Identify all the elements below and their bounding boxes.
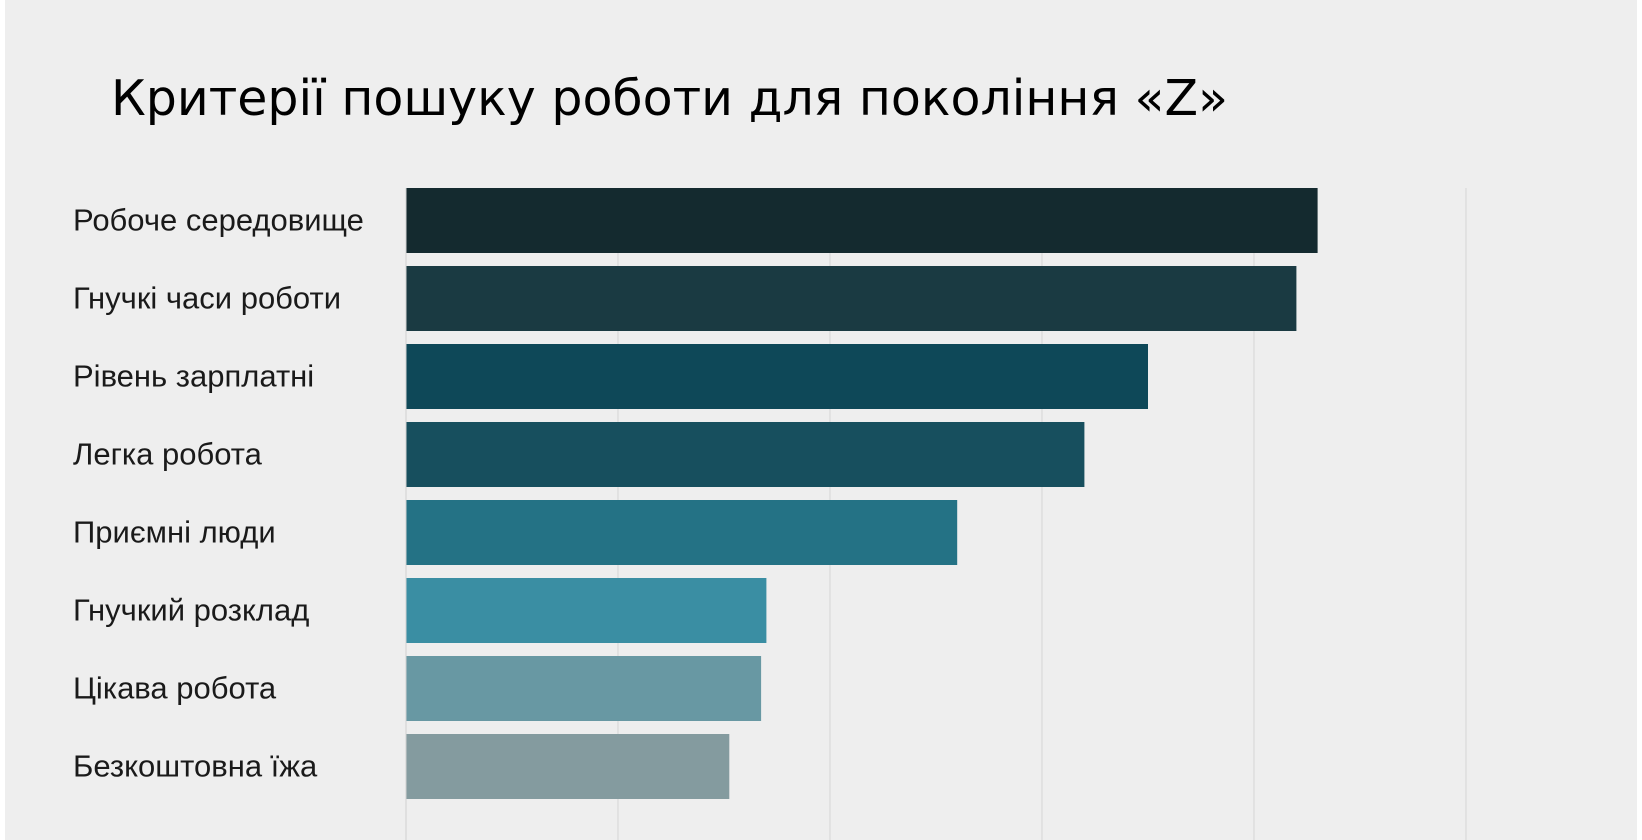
bar-chart: Робоче середовище Гнучкі часи роботи Рівен… — [73, 188, 1467, 840]
category-label: Робоче середовище — [73, 203, 364, 238]
category-label: Легка робота — [73, 437, 263, 472]
bar — [406, 422, 1085, 487]
bar — [406, 578, 767, 643]
category-label: Гнучкий розклад — [73, 593, 309, 628]
category-label: Гнучкі часи роботи — [73, 281, 341, 316]
bar — [406, 656, 762, 721]
bar — [406, 188, 1318, 253]
category-label: Приємні люди — [73, 515, 276, 550]
bar — [406, 266, 1297, 331]
slide: Критерії пошуку роботи для покоління «Z»… — [5, 0, 1637, 840]
category-label: Цікава робота — [73, 671, 277, 706]
bar — [406, 500, 958, 565]
chart-title: Критерії пошуку роботи для покоління «Z» — [111, 70, 1229, 127]
category-label: Безкоштовна їжа — [73, 749, 318, 784]
bar — [406, 344, 1148, 409]
bar — [406, 734, 730, 799]
category-label: Рівень зарплатні — [73, 359, 314, 394]
